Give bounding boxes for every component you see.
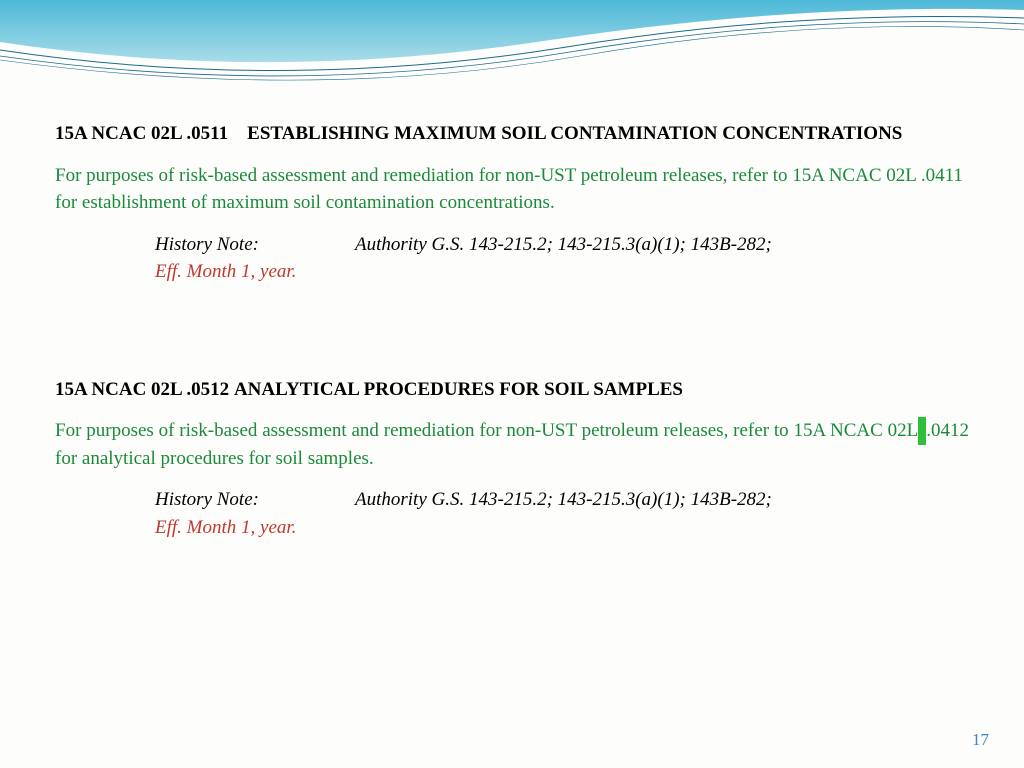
section-1-name: ESTABLISHING MAXIMUM SOIL CONTAMINATION … [247,123,902,144]
history-authority: Authority G.S. 143-215.2; 143-215.3(a)(1… [355,234,772,255]
page-number: 17 [972,730,989,750]
section-1-title: 15A NCAC 02L .0511 ESTABLISHING MAXIMUM … [55,120,969,148]
slide-content: 15A NCAC 02L .0511 ESTABLISHING MAXIMUM … [55,120,969,541]
section-1-history: History Note:Authority G.S. 143-215.2; 1… [155,231,969,286]
section-1-body: For purposes of risk-based assessment an… [55,162,969,217]
history-label: History Note: [155,486,355,514]
header-wave [0,0,1024,120]
section-2-history: History Note:Authority G.S. 143-215.2; 1… [155,486,969,541]
section-2-code: 15A NCAC 02L .0512 [55,379,229,400]
section-2-body: For purposes of risk-based assessment an… [55,417,969,472]
history-authority: Authority G.S. 143-215.2; 143-215.3(a)(1… [355,489,772,510]
section-2-body-pre: For purposes of risk-based assessment an… [55,420,918,441]
section-1-code: 15A NCAC 02L .0511 [55,123,228,144]
section-2-title: 15A NCAC 02L .0512 ANALYTICAL PROCEDURES… [55,376,969,404]
history-effective: Eff. Month 1, year. [155,258,969,286]
history-effective: Eff. Month 1, year. [155,514,969,542]
section-2-name: ANALYTICAL PROCEDURES FOR SOIL SAMPLES [234,379,683,400]
history-label: History Note: [155,231,355,259]
